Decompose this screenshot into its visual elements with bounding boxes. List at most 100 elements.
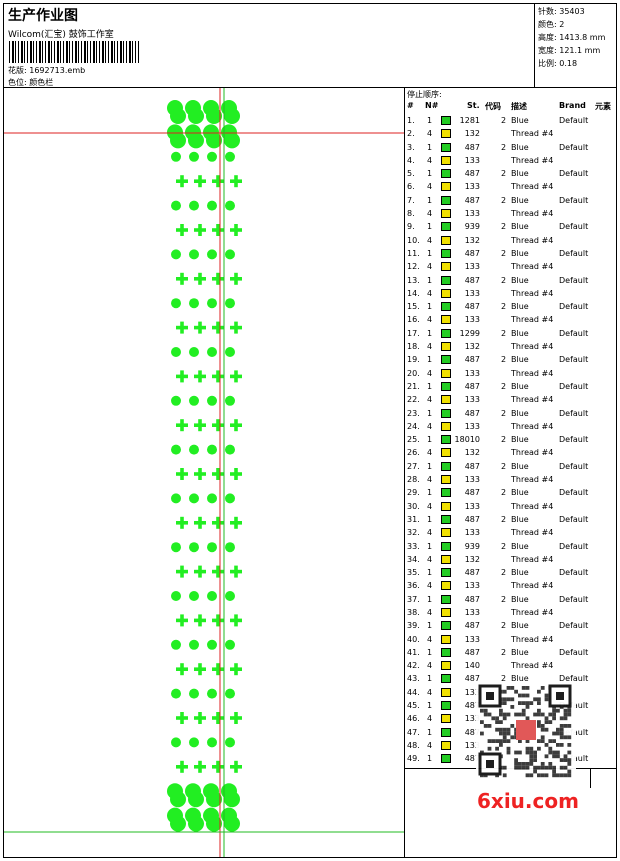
stitch-dot (225, 591, 235, 601)
stitch-plus (234, 175, 238, 188)
table-body: 1. 1 1281 2 Blue Default 2. 4 132 Thread #4 3. 1 487… (405, 114, 618, 766)
qr-module (540, 773, 545, 778)
row-index: 12. (407, 262, 420, 272)
row-index: 32. (407, 528, 420, 538)
row-stitches: 487 (464, 248, 480, 258)
qr-module (518, 712, 522, 717)
stitch-dot (189, 639, 199, 650)
row-description: Blue (511, 302, 529, 312)
table-header: # N# St. 代码 描述 Brand 元素 (405, 101, 618, 113)
row-description: Blue (511, 142, 529, 152)
stitch-dot (207, 737, 217, 748)
row-needle: 4 (427, 315, 433, 325)
table-row: 5. 1 487 2 Blue Default (405, 167, 618, 180)
stitch-dot (207, 395, 217, 406)
row-stitches: 487 (464, 754, 480, 764)
table-row: 3. 1 487 2 Blue Default (405, 141, 618, 154)
qr-module (499, 727, 503, 732)
row-description: Blue (511, 621, 529, 631)
color-swatch (441, 381, 451, 391)
qr-module (487, 712, 492, 717)
stitch-plus (198, 272, 202, 285)
qr-module (510, 686, 515, 690)
stitch-dot (207, 444, 217, 455)
row-brand: Default (559, 381, 589, 391)
row-brand: Default (559, 514, 589, 524)
table-row: 1. 1 1281 2 Blue Default (405, 114, 618, 127)
stitch-cluster (206, 108, 222, 124)
col-code: 代码 (485, 102, 501, 111)
stitch-dot (171, 200, 181, 211)
color-swatch (441, 368, 451, 378)
row-description: Blue (511, 116, 529, 125)
stitch-plus (234, 712, 238, 724)
qr-module (506, 686, 511, 690)
row-index: 33. (407, 541, 420, 551)
row-index: 37. (407, 594, 420, 604)
row-needle: 4 (427, 129, 433, 139)
stitch-dot (189, 737, 199, 748)
qr-module (525, 716, 530, 721)
qr-module (552, 708, 556, 713)
row-index: 40. (407, 634, 420, 644)
qr-module (552, 739, 556, 743)
qr-module (518, 762, 522, 766)
color-swatch (441, 621, 451, 631)
row-code: 2 (501, 541, 507, 551)
design-preview (4, 88, 404, 857)
stitch-cluster (170, 132, 186, 149)
stitch-dot (225, 347, 235, 357)
table-row: 46. 4 133 (405, 712, 618, 725)
stitch-plus (198, 468, 202, 480)
row-brand: Default (559, 621, 589, 631)
stitch-plus (216, 175, 220, 188)
color-swatch (441, 674, 451, 684)
row-stitches: 487 (464, 621, 480, 631)
qr-module (548, 712, 553, 717)
table-row: 28. 4 133 Thread #4 (405, 473, 618, 486)
qr-module (563, 712, 568, 717)
stitch-plus (180, 712, 184, 724)
table-row: 14. 4 133 Thread #4 (405, 287, 618, 300)
stitch-dot (189, 347, 199, 357)
stitch-dot (189, 542, 199, 553)
color-swatch (441, 408, 451, 418)
table-row: 20. 4 133 Thread #4 (405, 367, 618, 380)
row-needle: 4 (427, 475, 433, 485)
row-stitches: 133 (464, 687, 480, 697)
qr-module (495, 746, 499, 751)
stitch-plus (198, 712, 202, 724)
row-stitches: 133 (464, 634, 480, 644)
row-index: 6. (407, 182, 415, 192)
qr-module (559, 758, 564, 762)
stitch-dot (189, 249, 199, 260)
stitch-plus (180, 321, 184, 334)
table-row: 10. 4 132 Thread #4 (405, 234, 618, 247)
row-stitches: 133 (464, 607, 480, 617)
color-swatch (441, 315, 451, 325)
stitch-cluster (206, 132, 222, 149)
stitch-dot (189, 591, 199, 601)
stitch-plus (216, 760, 220, 773)
row-brand: Default (559, 248, 589, 258)
table-row: 33. 1 939 2 Blue Default (405, 540, 618, 553)
qr-module (506, 750, 511, 755)
qr-module (563, 773, 568, 778)
table-row: 13. 1 487 2 Blue Default (405, 274, 618, 287)
stitch-plus (234, 370, 238, 383)
divider (590, 768, 591, 788)
stitch-plus (198, 760, 202, 773)
row-stitches: 487 (464, 275, 480, 285)
col-brand: Brand (559, 101, 586, 110)
qr-module (548, 746, 553, 751)
stitch-count: 针数: 35403 (538, 7, 585, 16)
row-stitches: 133 (464, 288, 480, 298)
table-row: 24. 4 133 Thread #4 (405, 420, 618, 433)
row-stitches: 18010 (454, 435, 480, 445)
row-index: 16. (407, 315, 420, 325)
row-code: 2 (501, 435, 507, 445)
row-index: 31. (407, 514, 420, 524)
row-stitches: 487 (464, 169, 480, 179)
row-needle: 1 (427, 727, 433, 737)
stitch-cluster (170, 108, 186, 124)
